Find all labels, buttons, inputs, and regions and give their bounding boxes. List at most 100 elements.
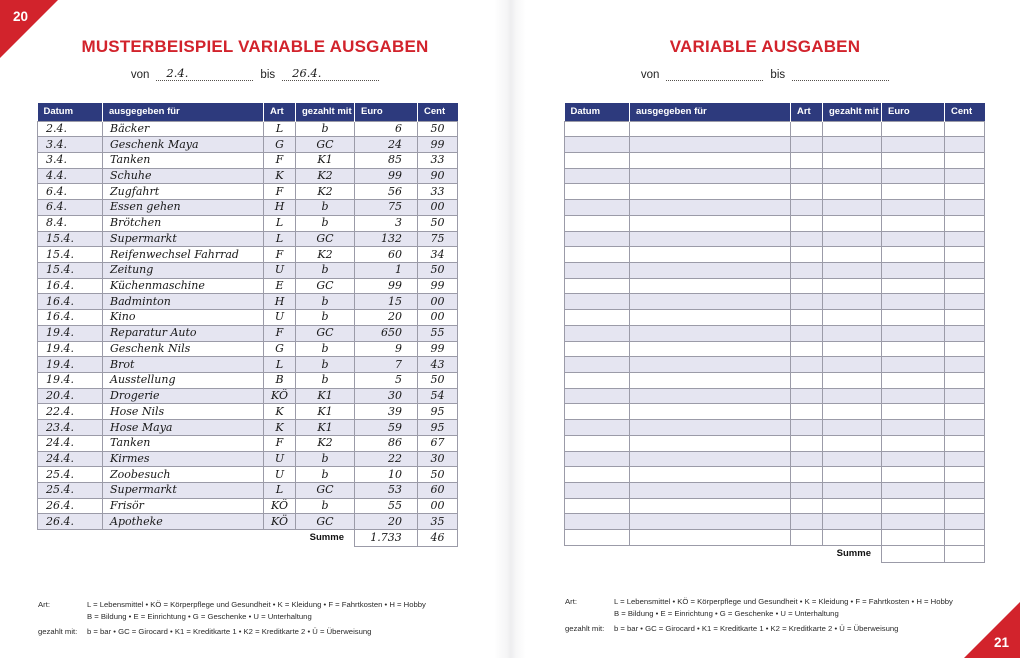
date-range-line: von 2.4. bis 26.4.: [0, 63, 510, 81]
cell-gezahlt-mit: [822, 277, 882, 295]
cell-gezahlt-mit: GC: [295, 136, 355, 153]
cell-euro: [881, 230, 945, 248]
corner-triangle-bottom-right: [964, 602, 1020, 658]
cell-euro: 99: [354, 167, 418, 185]
cell-art: L: [263, 482, 296, 499]
cell-ausgegeben-fuer: [629, 450, 791, 468]
cell-cent: [944, 466, 985, 484]
cell-euro: [881, 466, 945, 484]
cell-euro: [881, 529, 945, 546]
cell-datum: 4.4.: [37, 167, 103, 185]
cell-datum: [564, 340, 630, 358]
empty-table-row: [564, 419, 985, 436]
column-header-euro: Euro: [881, 103, 945, 121]
expense-table-right: Datum ausgegeben für Art gezahlt mit Euro Cen…: [564, 103, 985, 563]
cell-ausgegeben-fuer: [629, 419, 791, 436]
cell-art: KÖ: [263, 513, 296, 531]
table-row: 3.4. Tanken F K1 85 33: [37, 151, 458, 169]
empty-table-row: [564, 277, 985, 295]
table-row: 22.4. Hose Nils K K1 39 95: [37, 403, 458, 421]
cell-datum: [564, 513, 630, 531]
cell-cent: [944, 151, 985, 169]
column-header-ausgegeben-fuer: ausgegeben für: [629, 103, 791, 121]
cell-gezahlt-mit: [822, 167, 882, 185]
cell-gezahlt-mit: b: [295, 214, 355, 232]
cell-cent: 50: [417, 372, 458, 389]
cell-euro: 6: [354, 120, 418, 138]
von-label: von: [130, 69, 150, 81]
cell-ausgegeben-fuer: [629, 340, 791, 358]
cell-datum: [564, 230, 630, 248]
cell-art: [790, 372, 823, 389]
cell-gezahlt-mit: K1: [295, 403, 355, 421]
cell-datum: [564, 246, 630, 263]
cell-euro: 5: [354, 372, 418, 389]
bis-dotted-line: [792, 66, 890, 81]
cell-euro: 86: [354, 434, 418, 452]
cell-euro: [881, 403, 945, 421]
empty-table-row: [564, 482, 985, 499]
cell-ausgegeben-fuer: Brötchen: [102, 214, 264, 232]
cell-euro: 3: [354, 214, 418, 232]
cell-gezahlt-mit: K2: [295, 246, 355, 263]
cell-ausgegeben-fuer: [629, 372, 791, 389]
legend-art-line1: L = Lebensmittel • KÖ = Körperpflege und…: [87, 600, 426, 609]
cell-datum: 19.4.: [37, 356, 103, 373]
cell-cent: 43: [417, 356, 458, 373]
column-header-art: Art: [790, 103, 823, 121]
cell-gezahlt-mit: b: [295, 372, 355, 389]
cell-ausgegeben-fuer: Geschenk Nils: [102, 340, 264, 358]
cell-ausgegeben-fuer: Bäcker: [102, 120, 264, 138]
empty-table-row: [564, 372, 985, 389]
cell-art: [790, 403, 823, 421]
cell-gezahlt-mit: [822, 419, 882, 436]
summe-euro-box: 1.733: [354, 529, 418, 548]
von-dotted-line: 2.4.: [156, 66, 254, 81]
column-header-datum: Datum: [564, 103, 630, 121]
empty-table-row: [564, 324, 985, 342]
cell-ausgegeben-fuer: [629, 293, 791, 311]
cell-cent: 99: [417, 277, 458, 295]
cell-art: U: [263, 450, 296, 468]
cell-gezahlt-mit: GC: [295, 513, 355, 531]
empty-table-row: [564, 199, 985, 216]
cell-cent: 75: [417, 230, 458, 248]
table-header-row: Datum ausgegeben für Art gezahlt mit Euro Cen…: [564, 103, 985, 121]
cell-ausgegeben-fuer: Supermarkt: [102, 230, 264, 248]
cell-euro: [881, 277, 945, 295]
cell-gezahlt-mit: [822, 482, 882, 499]
cell-art: G: [263, 340, 296, 358]
cell-datum: [564, 434, 630, 452]
cell-art: [790, 340, 823, 358]
cell-cent: 55: [417, 324, 458, 342]
cell-euro: [881, 199, 945, 216]
empty-table-row: [564, 403, 985, 421]
cell-cent: [944, 403, 985, 421]
cell-ausgegeben-fuer: [629, 136, 791, 153]
cell-gezahlt-mit: GC: [295, 324, 355, 342]
cell-datum: [564, 529, 630, 546]
cell-cent: 35: [417, 513, 458, 531]
cell-euro: 650: [354, 324, 418, 342]
cell-cent: [944, 372, 985, 389]
cell-datum: [564, 136, 630, 153]
cell-euro: 10: [354, 466, 418, 484]
cell-datum: 24.4.: [37, 434, 103, 452]
cell-gezahlt-mit: K2: [295, 183, 355, 201]
cell-cent: 33: [417, 183, 458, 201]
cell-art: [790, 309, 823, 326]
cell-cent: [944, 356, 985, 373]
empty-table-row: [564, 450, 985, 468]
cell-datum: [564, 419, 630, 436]
legend: Art: L = Lebensmittel • KÖ = Körperpfleg…: [38, 599, 426, 638]
header-row: Datum ausgegeben für Art gezahlt mit Euro Cen…: [564, 103, 985, 121]
legend-art-line2: B = Bildung • E = Einrichtung • G = Gesc…: [87, 611, 312, 621]
cell-gezahlt-mit: [822, 356, 882, 373]
cell-euro: [881, 324, 945, 342]
cell-gezahlt-mit: K2: [295, 434, 355, 452]
bis-label: bis: [770, 69, 786, 81]
cell-gezahlt-mit: [822, 434, 882, 452]
legend-paid-label: gezahlt mit:: [38, 627, 78, 637]
